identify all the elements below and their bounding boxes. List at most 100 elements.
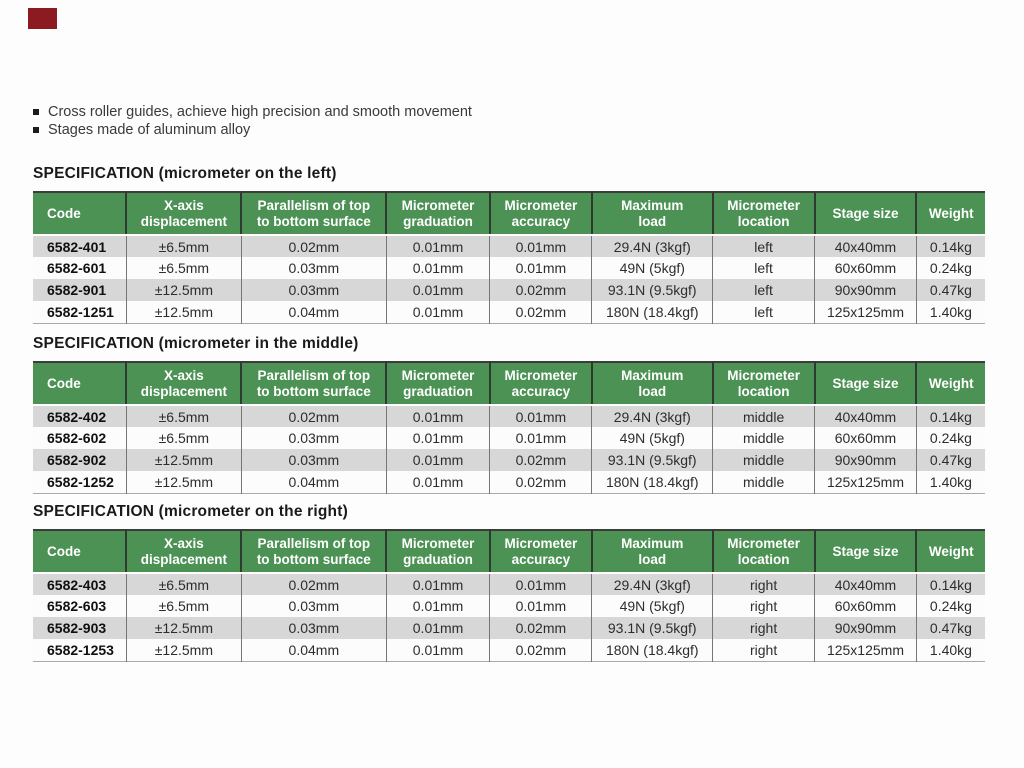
value-cell: 180N (18.4kgf) (591, 301, 713, 323)
value-cell: 0.01mm (385, 257, 490, 279)
code-cell: 6582-1251 (47, 303, 114, 320)
value-cell: middle (712, 427, 815, 449)
value-cell: right (712, 617, 815, 639)
value-cell: 125x125mm (814, 301, 917, 323)
value-cell: 29.4N (3kgf) (591, 235, 713, 257)
spec-section-right: SPECIFICATION (micrometer on the right) … (33, 503, 989, 662)
value-cell: right (712, 595, 815, 617)
value-cell: 0.02mm (240, 405, 387, 427)
table-row: 6582-1252 ±12.5mm 0.04mm 0.01mm 0.02mm 180N (… (33, 471, 985, 493)
column-header-3: Micrometer graduation (385, 362, 490, 406)
value-cell: 0.01mm (385, 573, 490, 595)
code-cell: 6582-902 (47, 452, 107, 468)
value-cell: 0.02mm (240, 573, 387, 595)
code-cell: 6582-603 (47, 598, 107, 614)
value-cell: ±12.5mm (125, 449, 242, 471)
value-cell: 40x40mm (814, 405, 917, 427)
value-cell: 0.24kg (915, 595, 985, 617)
column-header-1: X-axis displacement (125, 530, 242, 574)
value-cell: 0.01mm (385, 235, 490, 257)
column-header-8: Weight (915, 530, 985, 574)
value-cell: 0.01mm (385, 279, 490, 301)
value-cell: 93.1N (9.5kgf) (591, 449, 713, 471)
spec-table-middle: Code X-axis displacement Parallelism of to… (33, 361, 985, 494)
value-cell: ±6.5mm (125, 235, 242, 257)
value-cell: 0.01mm (385, 427, 490, 449)
value-cell: ±12.5mm (125, 617, 242, 639)
value-cell: 49N (5kgf) (591, 427, 713, 449)
value-cell: ±12.5mm (125, 279, 242, 301)
column-header-7: Stage size (813, 192, 917, 236)
code-cell: 6582-403 (47, 576, 107, 593)
column-header-1: X-axis displacement (125, 192, 242, 236)
page-corner-red-tab (28, 8, 57, 29)
table-row: 6582-403 ±6.5mm 0.02mm 0.01mm 0.01mm 29.4N (3… (33, 573, 985, 595)
value-cell: 90x90mm (814, 449, 917, 471)
value-cell: 0.01mm (489, 427, 592, 449)
value-cell: 49N (5kgf) (591, 595, 713, 617)
list-item: Cross roller guides, achieve high precis… (33, 103, 472, 121)
value-cell: 0.14kg (915, 405, 985, 427)
value-cell: ±12.5mm (125, 639, 242, 661)
spec-section-left: SPECIFICATION (micrometer on the left) C… (33, 165, 989, 324)
section-title: SPECIFICATION (micrometer on the left) (33, 165, 337, 182)
table-row: 6582-901 ±12.5mm 0.03mm 0.01mm 0.02mm 93.1N (… (33, 279, 985, 301)
value-cell: 0.14kg (915, 235, 985, 257)
value-cell: 1.40kg (915, 301, 985, 323)
column-header-6: Micrometer location (711, 192, 815, 236)
value-cell: middle (712, 405, 815, 427)
column-header-4: Micrometer accuracy (488, 192, 592, 236)
column-header-4: Micrometer accuracy (488, 530, 592, 574)
value-cell: 0.02mm (489, 471, 592, 493)
section-title: SPECIFICATION (micrometer on the right) (33, 503, 348, 520)
column-header-2: Parallelism of top to bottom surface (240, 530, 387, 574)
value-cell: 1.40kg (915, 471, 985, 493)
value-cell: 0.01mm (489, 573, 592, 595)
table-row: 6582-903 ±12.5mm 0.03mm 0.01mm 0.02mm 93.1N (… (33, 617, 985, 639)
value-cell: 29.4N (3kgf) (591, 573, 713, 595)
value-cell: 90x90mm (814, 279, 917, 301)
value-cell: 0.02mm (489, 279, 592, 301)
table-row: 6582-602 ±6.5mm 0.03mm 0.01mm 0.01mm 49N (5kg… (33, 427, 985, 449)
value-cell: 90x90mm (814, 617, 917, 639)
bullet-square-icon (33, 109, 39, 115)
value-cell: ±12.5mm (125, 301, 242, 323)
table-row: 6582-902 ±12.5mm 0.03mm 0.01mm 0.02mm 93.1N (… (33, 449, 985, 471)
value-cell: 0.01mm (489, 235, 592, 257)
feature-bullet-list: Cross roller guides, achieve high precis… (33, 103, 472, 139)
value-cell: 0.03mm (240, 449, 387, 471)
table-row: 6582-402 ±6.5mm 0.02mm 0.01mm 0.01mm 29.4N (3… (33, 405, 985, 427)
value-cell: ±6.5mm (125, 427, 242, 449)
value-cell: 0.01mm (385, 639, 490, 661)
column-header-0: Code (33, 192, 127, 236)
column-header-2: Parallelism of top to bottom surface (240, 362, 387, 406)
value-cell: left (712, 235, 815, 257)
table-row: 6582-601 ±6.5mm 0.03mm 0.01mm 0.01mm 49N (5kg… (33, 257, 985, 279)
column-header-1: X-axis displacement (125, 362, 242, 406)
column-header-3: Micrometer graduation (385, 192, 490, 236)
value-cell: middle (712, 471, 815, 493)
value-cell: 60x60mm (814, 595, 917, 617)
value-cell: 1.40kg (915, 639, 985, 661)
value-cell: 0.24kg (915, 427, 985, 449)
value-cell: 0.03mm (240, 279, 387, 301)
value-cell: 0.01mm (385, 617, 490, 639)
value-cell: 49N (5kgf) (591, 257, 713, 279)
value-cell: 0.01mm (489, 595, 592, 617)
bullet-text: Cross roller guides, achieve high precis… (48, 104, 472, 120)
value-cell: 60x60mm (814, 427, 917, 449)
header-row: Code X-axis displacement Parallelism of to… (33, 192, 985, 236)
value-cell: 180N (18.4kgf) (591, 639, 713, 661)
column-header-2: Parallelism of top to bottom surface (240, 192, 387, 236)
code-cell: 6582-602 (47, 430, 107, 446)
column-header-4: Micrometer accuracy (488, 362, 592, 406)
value-cell: 0.02mm (489, 639, 592, 661)
value-cell: 0.01mm (385, 595, 490, 617)
bullet-square-icon (33, 127, 39, 133)
value-cell: ±6.5mm (125, 595, 242, 617)
table-row: 6582-603 ±6.5mm 0.03mm 0.01mm 0.01mm 49N (5kg… (33, 595, 985, 617)
table-row: 6582-1251 ±12.5mm 0.04mm 0.01mm 0.02mm 180N (… (33, 301, 985, 323)
column-header-5: Maximum load (590, 530, 713, 574)
value-cell: 0.03mm (240, 617, 387, 639)
code-cell: 6582-601 (47, 260, 107, 276)
